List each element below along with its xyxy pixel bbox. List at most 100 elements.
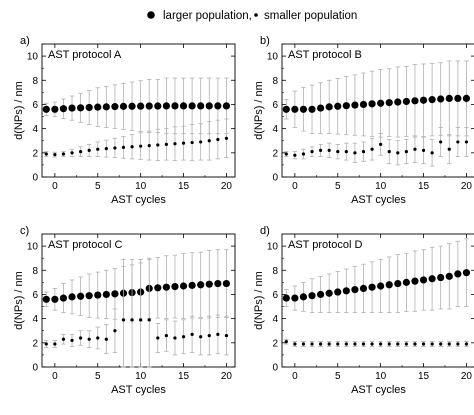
x-tick-label: 0	[52, 371, 58, 382]
data-point-large	[299, 293, 308, 301]
data-point-small	[396, 151, 400, 155]
data-point-large	[334, 102, 342, 110]
x-tick-label: 0	[52, 181, 58, 192]
data-point-large	[342, 287, 350, 295]
data-point-small	[70, 338, 74, 342]
data-point-large	[119, 102, 128, 110]
data-point-large	[197, 102, 205, 110]
data-point-small	[156, 143, 160, 147]
data-point-large	[428, 275, 436, 283]
data-point-small	[439, 140, 443, 144]
data-point-large	[42, 105, 50, 113]
data-point-large	[411, 277, 419, 285]
data-point-small	[53, 342, 57, 346]
data-point-large	[42, 295, 50, 303]
y-tick-label: 0	[32, 173, 38, 184]
y-tick-label: 6	[272, 290, 278, 301]
data-point-large	[437, 273, 445, 282]
y-tick-label: 10	[267, 52, 279, 63]
data-point-large	[188, 281, 196, 289]
chart-panel: a) AST protocol A 0 2 4 6 8 10 0 5 10 15 20 AST cycle…	[13, 35, 236, 206]
panel-title: AST protocol D	[288, 239, 362, 251]
data-point-small	[173, 142, 177, 146]
data-point-large	[317, 290, 325, 299]
data-point-large	[205, 280, 213, 288]
y-tick-label: 2	[272, 338, 278, 349]
data-point-small	[413, 147, 417, 151]
x-tick-label: 10	[375, 371, 387, 382]
data-point-large	[385, 281, 393, 289]
data-point-small	[404, 150, 408, 154]
data-point-small	[96, 336, 100, 340]
data-point-large	[222, 102, 231, 110]
data-point-small	[447, 342, 451, 346]
data-point-small	[87, 337, 91, 341]
data-point-small	[327, 342, 331, 346]
legend-label-large: larger population,	[163, 10, 252, 22]
plot-frame	[41, 43, 236, 178]
data-point-small	[139, 144, 143, 148]
data-point-small	[224, 136, 229, 140]
data-point-large	[411, 97, 419, 105]
data-point-large	[317, 104, 325, 112]
data-point-small	[319, 342, 323, 346]
data-point-small	[53, 153, 57, 157]
data-point-small	[293, 342, 297, 346]
data-point-large	[154, 102, 162, 110]
data-point-small	[147, 143, 151, 148]
chart-panel: b) AST protocol B 0 2 4 6 8 10 0 5 10 15 20 AST cycle…	[253, 35, 474, 206]
y-tick-label: 4	[272, 124, 278, 135]
data-point-small	[284, 152, 288, 156]
x-tick-label: 5	[335, 181, 341, 192]
plot-frame	[281, 43, 474, 178]
x-axis-label: AST cycles	[111, 194, 166, 206]
y-axis-label: d(NPs) / nm	[253, 271, 265, 330]
x-tick-label: 20	[221, 371, 233, 382]
data-point-small	[301, 342, 306, 346]
data-point-large	[222, 279, 231, 288]
data-point-small	[113, 146, 117, 150]
data-point-small	[181, 335, 186, 339]
data-point-large	[359, 100, 368, 109]
plot-frame	[41, 233, 236, 368]
y-tick-label: 4	[32, 314, 38, 325]
data-point-small	[164, 142, 168, 146]
data-point-large	[77, 292, 85, 300]
data-point-large	[308, 292, 316, 300]
data-point-small	[301, 152, 306, 156]
data-point-small	[439, 342, 443, 346]
y-tick-label: 10	[27, 242, 39, 253]
data-point-large	[102, 103, 110, 111]
data-point-large	[445, 94, 453, 103]
panel-title: AST protocol B	[288, 49, 362, 61]
x-tick-label: 20	[221, 181, 233, 192]
x-tick-label: 15	[418, 371, 430, 382]
data-point-small	[181, 141, 186, 145]
data-point-small	[79, 150, 83, 154]
data-point-large	[214, 102, 222, 110]
data-point-small	[396, 342, 400, 346]
data-point-small	[387, 150, 391, 154]
data-point-small	[216, 137, 220, 142]
plot-frame	[281, 233, 474, 368]
y-axis-label: d(NPs) / nm	[13, 271, 25, 330]
data-point-small	[44, 342, 48, 346]
data-point-small	[44, 152, 48, 156]
data-point-large	[179, 282, 188, 290]
data-point-small	[344, 342, 348, 346]
x-tick-label: 15	[178, 371, 190, 382]
data-point-small	[447, 147, 451, 151]
data-point-small	[147, 318, 151, 322]
data-point-small	[456, 342, 460, 346]
data-point-large	[197, 281, 205, 289]
y-tick-label: 8	[32, 266, 38, 277]
x-axis-label: AST cycles	[351, 384, 406, 396]
data-point-large	[59, 105, 68, 113]
data-point-large	[85, 103, 93, 112]
data-point-large	[179, 102, 188, 110]
data-point-large	[145, 102, 153, 110]
y-tick-label: 6	[32, 290, 38, 301]
data-point-large	[385, 99, 393, 107]
data-point-large	[282, 294, 290, 302]
data-point-large	[325, 289, 333, 297]
